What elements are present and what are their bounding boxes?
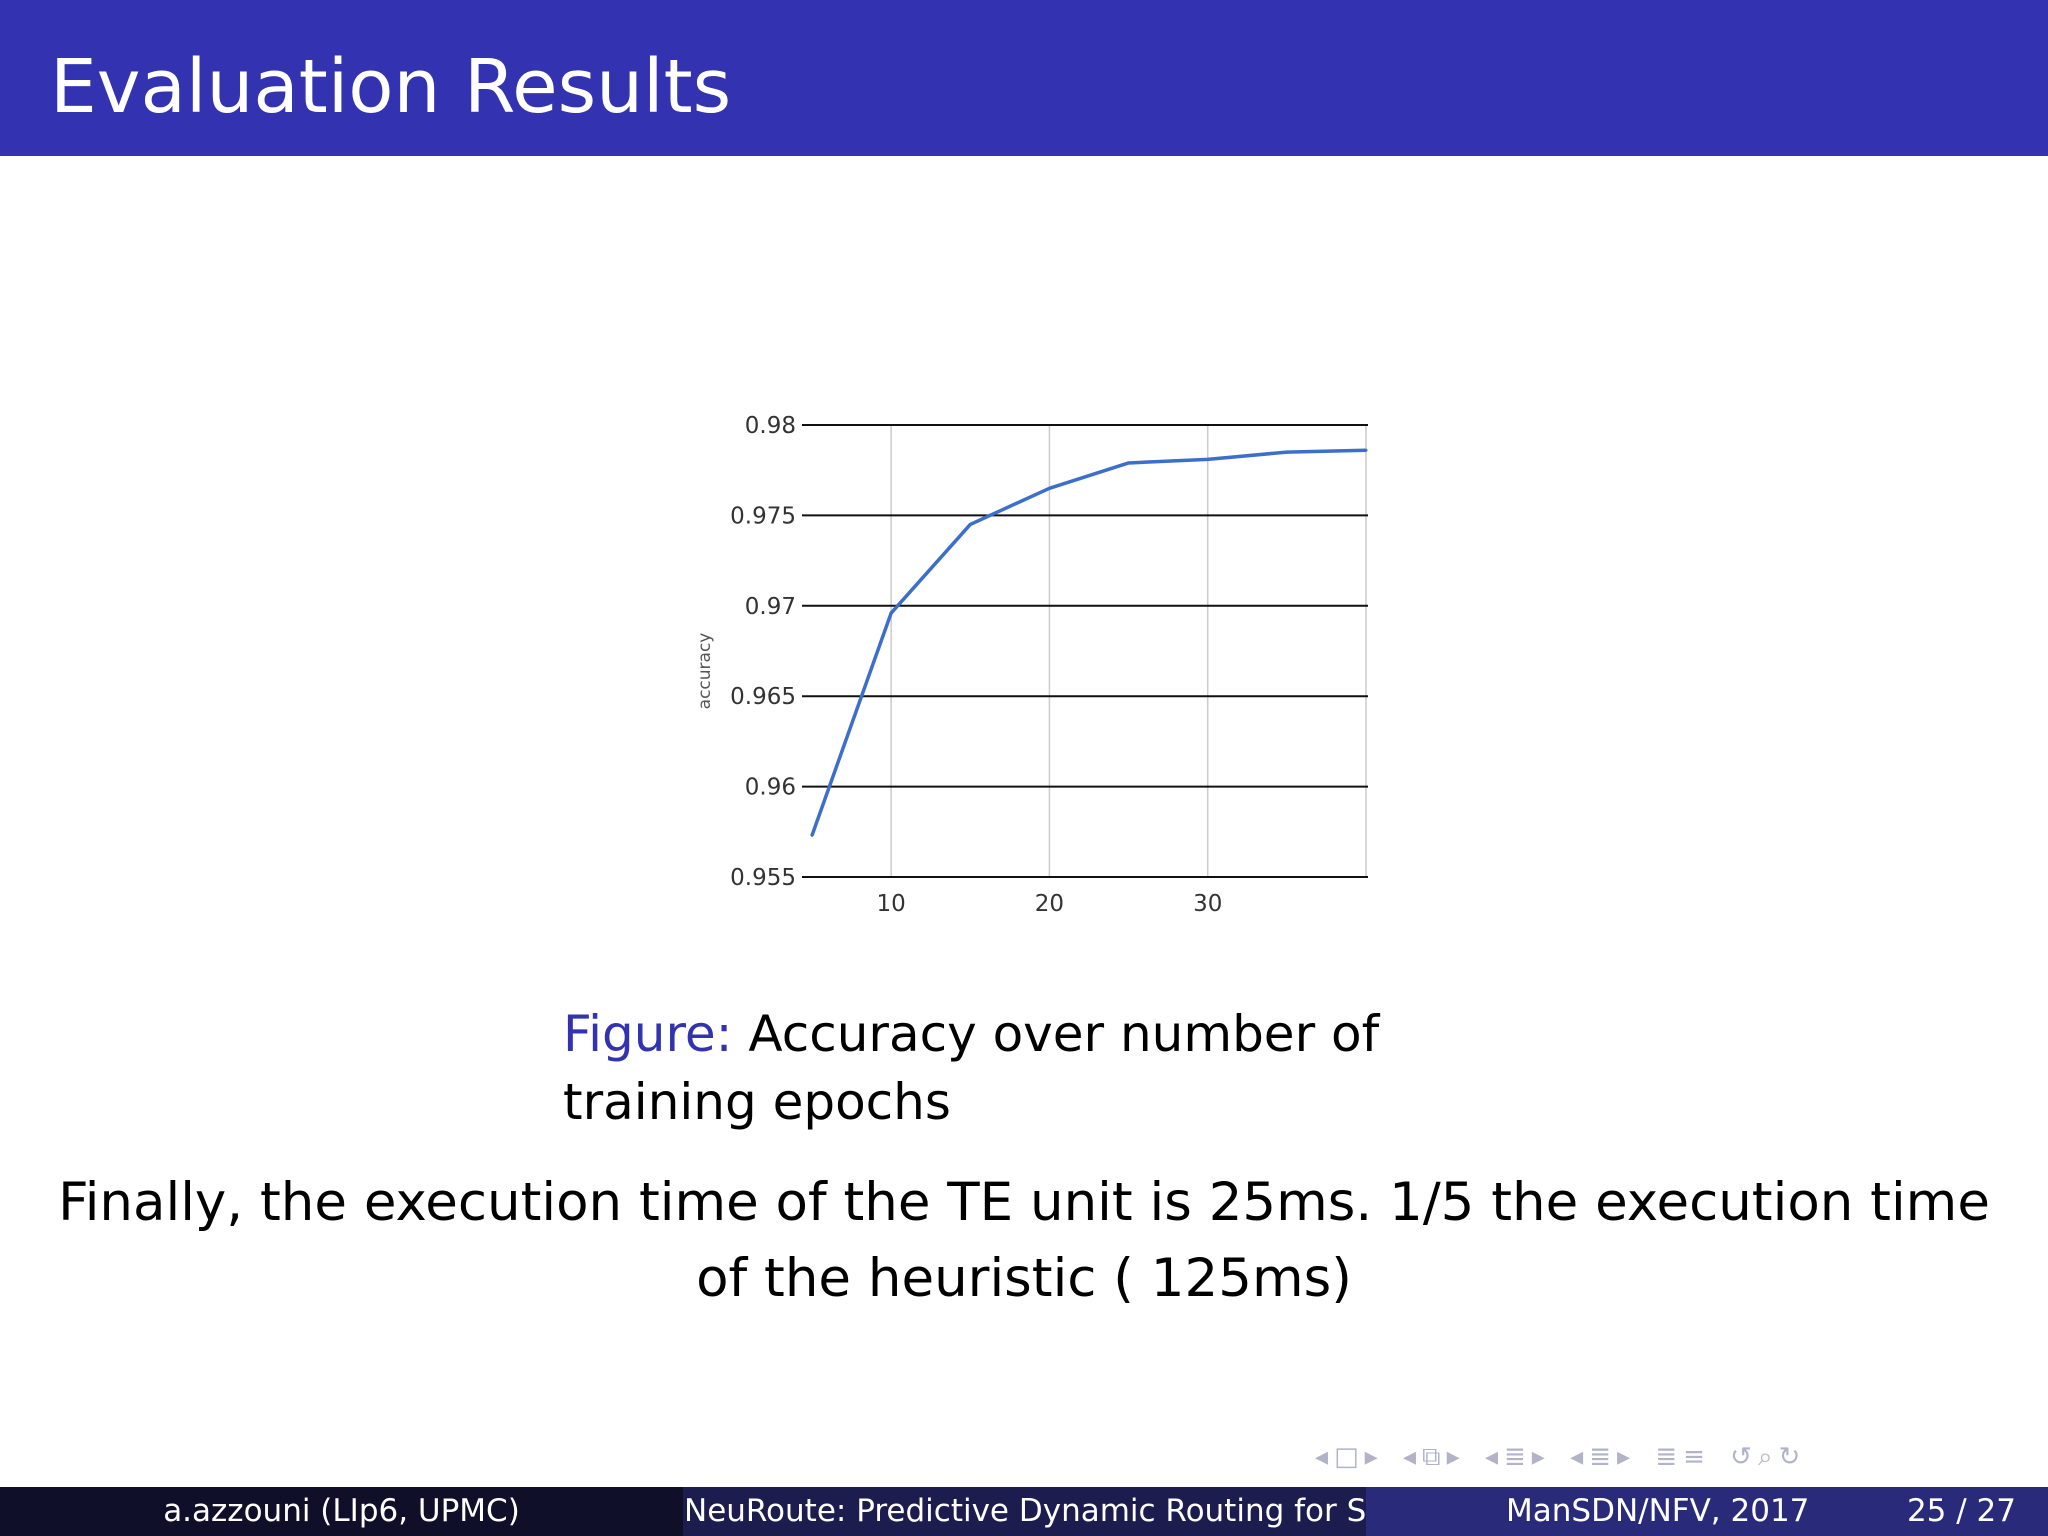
- data-point: [968, 522, 972, 526]
- y-tick-label: 0.965: [730, 684, 796, 710]
- slide-footer: a.azzouni (LIp6, UPMC) NeuRoute: Predict…: [0, 1487, 2048, 1536]
- series-line: [810, 448, 1367, 837]
- toc-icon[interactable]: ≣: [1655, 1442, 1678, 1472]
- chart-series: [810, 448, 1368, 837]
- data-point: [810, 833, 814, 837]
- arrow-left-icon[interactable]: ◂: [1570, 1442, 1584, 1472]
- subsection-icon[interactable]: ⧉: [1422, 1442, 1441, 1472]
- x-tick-label: 10: [877, 891, 906, 917]
- undo-icon[interactable]: ↺: [1730, 1442, 1752, 1472]
- arrow-left-icon[interactable]: ◂: [1484, 1442, 1498, 1472]
- y-tick-label: 0.975: [730, 503, 796, 529]
- arrow-left-icon[interactable]: ◂: [1315, 1442, 1329, 1472]
- align-icon[interactable]: ≡: [1683, 1442, 1705, 1472]
- beamer-navigation: ◂ □ ▸ ◂ ⧉ ▸ ◂ ≣ ▸ ◂ ≣ ▸ ≣ ≡ ↺ ⌕ ↻: [1312, 1440, 1803, 1474]
- y-tick-label: 0.98: [745, 413, 796, 439]
- chart-x-ticks: 10 20 30: [877, 891, 1223, 917]
- body-line-1: Finally, the execution time of the TE un…: [58, 1172, 1990, 1233]
- arrow-right-icon[interactable]: ▸: [1531, 1442, 1545, 1472]
- y-tick-label: 0.97: [745, 594, 796, 620]
- search-forward-icon[interactable]: ↻: [1778, 1442, 1801, 1472]
- data-point: [1364, 448, 1368, 452]
- data-point: [1047, 486, 1051, 490]
- chart-y-ticks: 0.955 0.96 0.965 0.97 0.975 0.98: [730, 413, 796, 891]
- y-tick-label: 0.96: [745, 775, 796, 801]
- x-tick-label: 20: [1035, 891, 1064, 917]
- accuracy-chart: 0.955 0.96 0.965 0.97 0.975 0.98 10 20 30 accur…: [695, 413, 1368, 917]
- body-line-2: of the heuristic ( 125ms): [696, 1248, 1352, 1309]
- data-point: [1206, 457, 1210, 461]
- arrow-right-icon[interactable]: ▸: [1616, 1442, 1631, 1472]
- data-point: [889, 611, 893, 615]
- slide-title: Evaluation Results: [50, 44, 732, 130]
- body-text: Finally, the execution time of the TE un…: [40, 1165, 2008, 1317]
- footer-talk-title-text: NeuRoute: Predictive Dynamic Routing for…: [684, 1493, 1366, 1529]
- footer-event: ManSDN/NFV, 2017 25 / 27: [1366, 1487, 2048, 1536]
- section-icon[interactable]: ≣: [1504, 1442, 1526, 1472]
- caption-text: Accuracy over number of training epochs: [563, 1005, 1380, 1131]
- data-point: [1127, 461, 1131, 465]
- arrow-right-icon[interactable]: ▸: [1364, 1442, 1378, 1472]
- section-icon[interactable]: ≣: [1589, 1442, 1611, 1472]
- caption-label: Figure:: [563, 1005, 733, 1063]
- footer-talk-title: NeuRoute: Predictive Dynamic Routing for…: [683, 1487, 1366, 1536]
- footer-conference: ManSDN/NFV, 2017: [1506, 1493, 1810, 1529]
- footer-author: a.azzouni (LIp6, UPMC): [0, 1487, 683, 1536]
- arrow-right-icon[interactable]: ▸: [1446, 1442, 1460, 1472]
- data-point: [1285, 450, 1289, 454]
- x-tick-label: 30: [1193, 891, 1222, 917]
- frame-icon[interactable]: □: [1334, 1442, 1359, 1472]
- chart-ylabel: accuracy: [695, 633, 715, 710]
- slide-header: Evaluation Results: [0, 0, 2048, 156]
- arrow-left-icon[interactable]: ◂: [1402, 1442, 1417, 1472]
- y-tick-label: 0.955: [730, 865, 796, 891]
- figure-caption: Figure: Accuracy over number of training…: [563, 1000, 1383, 1136]
- chart-grid: [802, 424, 1368, 878]
- search-back-icon[interactable]: ⌕: [1757, 1442, 1773, 1472]
- footer-page-number: 25 / 27: [1906, 1493, 2016, 1529]
